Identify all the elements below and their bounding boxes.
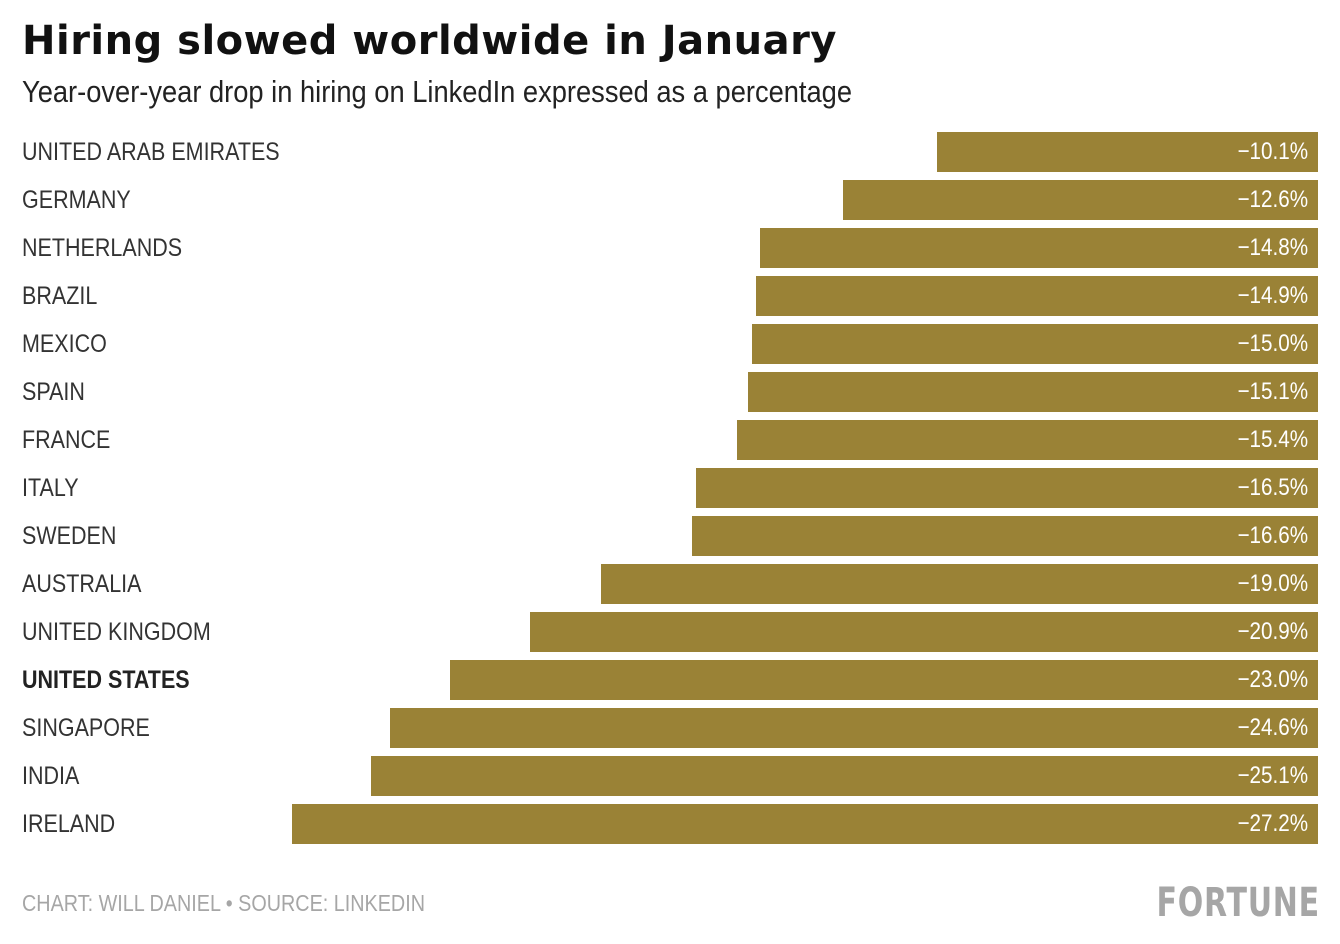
bar xyxy=(748,372,1318,412)
data-label: −15.0% xyxy=(1237,330,1308,357)
chart-title: Hiring slowed worldwide in January xyxy=(22,18,837,64)
data-label: −23.0% xyxy=(1237,666,1308,693)
bar xyxy=(759,228,1318,268)
category-label: SINGAPORE xyxy=(22,714,150,742)
data-label: −12.6% xyxy=(1237,186,1308,213)
category-label: ITALY xyxy=(22,474,79,502)
data-label: −10.1% xyxy=(1237,138,1308,165)
category-label: UNITED ARAB EMIRATES xyxy=(22,138,280,166)
category-label: SPAIN xyxy=(22,378,85,406)
category-label: BRAZIL xyxy=(22,282,98,310)
data-label: −15.4% xyxy=(1237,426,1308,453)
data-label: −14.8% xyxy=(1237,234,1308,261)
bar xyxy=(695,468,1318,508)
bar xyxy=(390,708,1318,748)
source-credit: CHART: WILL DANIEL • SOURCE: LINKEDIN xyxy=(22,890,425,916)
bar xyxy=(752,324,1318,364)
data-label: −27.2% xyxy=(1237,810,1308,837)
chart-subtitle: Year-over-year drop in hiring on LinkedI… xyxy=(22,74,853,109)
bar xyxy=(371,756,1318,796)
category-label: FRANCE xyxy=(22,426,111,454)
category-label: GERMANY xyxy=(22,186,131,214)
bar xyxy=(292,804,1318,844)
data-label: −20.9% xyxy=(1237,618,1308,645)
category-label: NETHERLANDS xyxy=(22,234,183,262)
category-label: UNITED KINGDOM xyxy=(22,618,211,646)
bar xyxy=(737,420,1318,460)
bar xyxy=(937,132,1318,172)
data-label: −19.0% xyxy=(1237,570,1308,597)
data-label: −14.9% xyxy=(1237,282,1308,309)
bar xyxy=(755,276,1318,316)
category-label: MEXICO xyxy=(22,330,107,358)
data-label: −15.1% xyxy=(1237,378,1308,405)
category-label: AUSTRALIA xyxy=(22,570,142,598)
category-label: UNITED STATES xyxy=(22,666,190,694)
category-label: SWEDEN xyxy=(22,522,117,550)
bar xyxy=(529,612,1318,652)
bar xyxy=(842,180,1318,220)
data-label: −16.6% xyxy=(1237,522,1308,549)
bar xyxy=(691,516,1318,556)
data-label: −24.6% xyxy=(1237,714,1308,741)
bar xyxy=(450,660,1318,700)
category-label: IRELAND xyxy=(22,810,116,838)
data-label: −25.1% xyxy=(1237,762,1308,789)
bar xyxy=(601,564,1318,604)
category-label: INDIA xyxy=(22,762,80,790)
fortune-logo: FORTUNE xyxy=(1156,880,1320,926)
data-label: −16.5% xyxy=(1237,474,1308,501)
